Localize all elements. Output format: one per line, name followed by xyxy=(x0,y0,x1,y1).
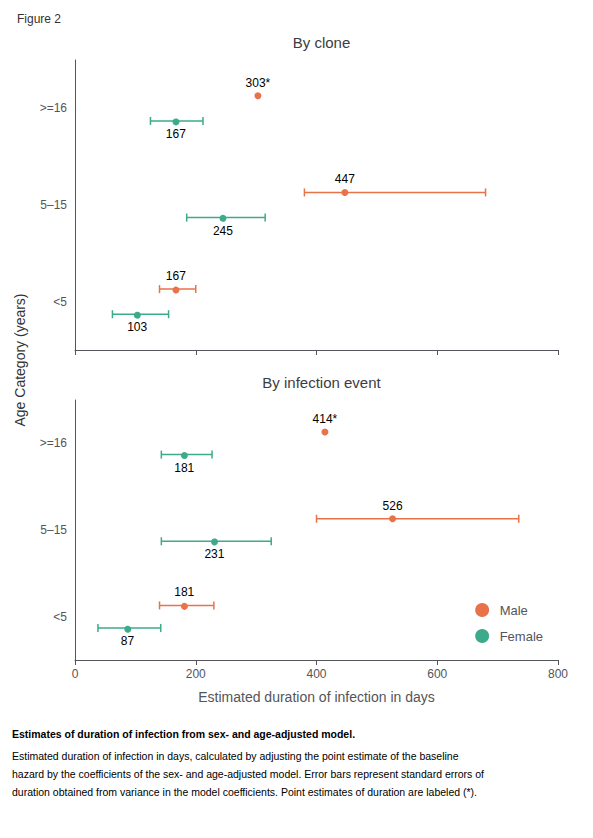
svg-text:duration obtained from varianc: duration obtained from variance in the m… xyxy=(12,786,477,798)
svg-text:167: 167 xyxy=(166,127,186,141)
svg-text:<5: <5 xyxy=(53,610,67,624)
svg-text:hazard by the coefficients of: hazard by the coefficients of the sex- a… xyxy=(12,768,484,780)
svg-text:Male: Male xyxy=(500,603,528,618)
svg-text:231: 231 xyxy=(204,547,224,561)
svg-text:447: 447 xyxy=(335,172,355,186)
svg-text:414*: 414* xyxy=(313,412,338,426)
svg-text:600: 600 xyxy=(427,667,447,681)
svg-text:200: 200 xyxy=(186,667,206,681)
svg-text:>=16: >=16 xyxy=(40,436,68,450)
svg-text:181: 181 xyxy=(174,585,194,599)
svg-text:87: 87 xyxy=(121,634,135,648)
svg-text:181: 181 xyxy=(174,461,194,475)
svg-text:245: 245 xyxy=(213,224,233,238)
svg-text:303*: 303* xyxy=(246,76,271,90)
svg-text:Age Category (years): Age Category (years) xyxy=(12,293,28,426)
svg-text:400: 400 xyxy=(306,667,326,681)
svg-text:Female: Female xyxy=(500,629,543,644)
svg-text:Estimated duration of infectio: Estimated duration of infection in days,… xyxy=(12,750,459,762)
svg-text:5–15: 5–15 xyxy=(40,523,67,537)
svg-text:By clone: By clone xyxy=(293,34,351,51)
svg-text:Figure 2: Figure 2 xyxy=(17,12,61,26)
svg-text:0: 0 xyxy=(72,667,79,681)
svg-text:800: 800 xyxy=(548,667,568,681)
svg-text:<5: <5 xyxy=(53,295,67,309)
svg-text:Estimates of duration of infec: Estimates of duration of infection from … xyxy=(12,728,355,740)
svg-text:By infection event: By infection event xyxy=(262,374,381,391)
svg-text:526: 526 xyxy=(383,499,403,513)
svg-text:Estimated duration of infectio: Estimated duration of infection in days xyxy=(198,689,435,705)
svg-text:5–15: 5–15 xyxy=(40,198,67,212)
svg-text:103: 103 xyxy=(127,320,147,334)
svg-text:>=16: >=16 xyxy=(40,101,68,115)
svg-text:167: 167 xyxy=(166,269,186,283)
